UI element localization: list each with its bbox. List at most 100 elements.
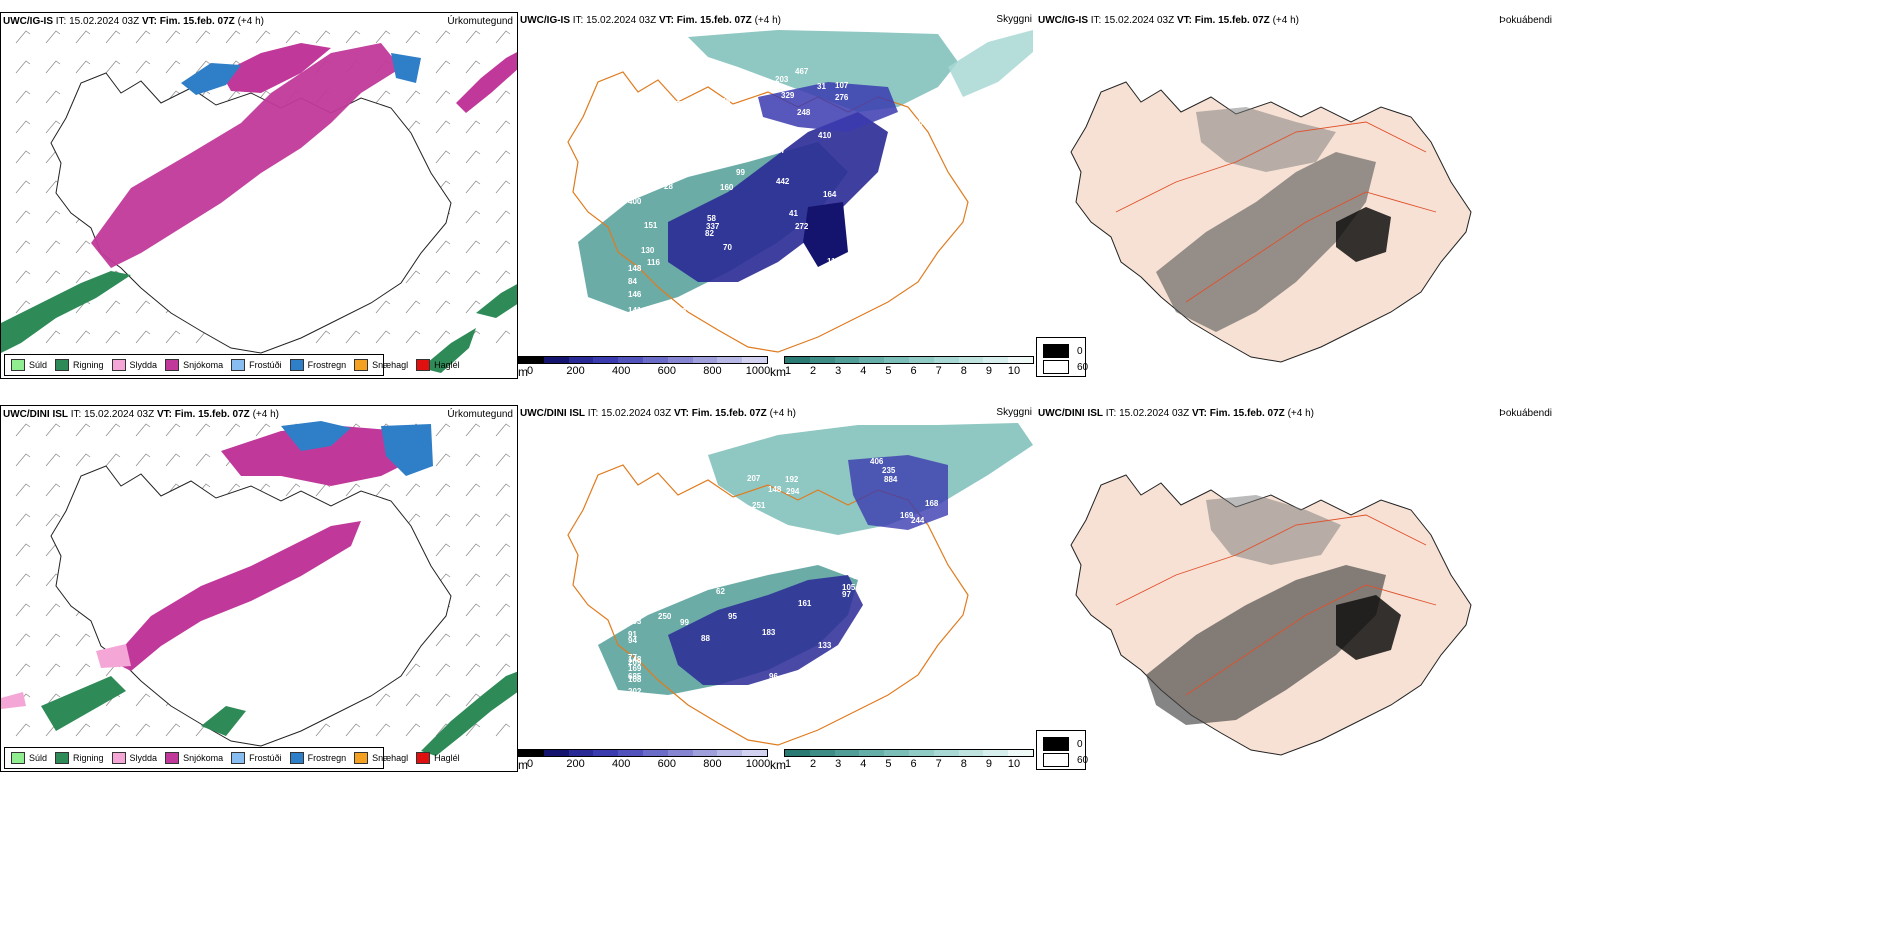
- freezing-rain-area-2: [381, 424, 433, 476]
- wind-barb: [75, 633, 91, 647]
- valid-time: Fim. 15.feb. 07Z: [159, 16, 235, 27]
- cloud-base-label: 76: [862, 651, 871, 660]
- wind-barb: [45, 30, 61, 44]
- wind-barb: [75, 240, 91, 254]
- colorbar-tick-label: 200: [566, 365, 585, 377]
- wind-barb: [45, 663, 61, 677]
- wind-barb: [495, 240, 511, 254]
- cloud-base-label: 287: [914, 118, 928, 127]
- cloud-base-label: 504: [628, 179, 642, 188]
- cloud-base-label: 242: [685, 495, 699, 504]
- colorbar-segment: [785, 357, 810, 363]
- cloud-base-label: 276: [835, 93, 849, 102]
- cloud-base-label: 193: [847, 259, 861, 268]
- cloud-base-label: 79: [790, 538, 799, 547]
- wind-barb: [225, 30, 241, 44]
- cloud-base-label: 95: [728, 612, 737, 621]
- wind-barb: [315, 723, 331, 737]
- wind-barb: [15, 150, 31, 164]
- cloud-base-label: 160: [720, 183, 734, 192]
- cloud-base-label: 400: [628, 197, 642, 206]
- colorbar-tick-label: 8: [960, 758, 967, 770]
- visibility-area-ne: [948, 30, 1033, 97]
- cloud-base-label: 244: [911, 516, 925, 525]
- wind-barb: [15, 543, 31, 557]
- cloud-base-label: 168: [807, 303, 821, 312]
- cloud-base-label: 264: [868, 579, 882, 588]
- colorbar-segment: [593, 750, 619, 756]
- colorbar-segment: [834, 357, 860, 363]
- cloud-base-label: 442: [776, 177, 790, 186]
- wind-barb: [165, 60, 181, 74]
- cloud-base-area-3: [803, 202, 848, 267]
- colorbar-segment: [958, 357, 984, 363]
- wind-barb: [495, 270, 511, 284]
- legend-item: Frostregn: [289, 359, 346, 371]
- wind-barb: [495, 30, 511, 44]
- precip-snow-area: [111, 521, 361, 671]
- cloud-base-label: 130: [641, 246, 655, 255]
- wind-barb: [225, 483, 241, 497]
- rain-area-sw: [1, 271, 131, 353]
- colorbar-tick-label: 10: [1007, 365, 1021, 377]
- colorbar-tick-label: 2: [810, 365, 817, 377]
- fog-legend-row: 0: [1043, 737, 1083, 751]
- wind-barb: [285, 483, 301, 497]
- wind-barb: [375, 723, 391, 737]
- colorbar-tick-label: 600: [657, 758, 676, 770]
- wind-barb: [255, 30, 271, 44]
- sleet-area: [96, 644, 131, 668]
- wind-barb: [495, 543, 511, 557]
- cloud-base-label: 164: [823, 190, 837, 199]
- wind-barb: [465, 210, 481, 224]
- wind-barb: [315, 330, 331, 344]
- colorbar-segment: [809, 357, 835, 363]
- cloud-base-label: 163: [913, 132, 927, 141]
- cloud-base-label: 192: [874, 204, 888, 213]
- wind-barb: [345, 30, 361, 44]
- wind-barb: [165, 453, 181, 467]
- wind-barb: [375, 30, 391, 44]
- cloud-base-label: 84: [628, 277, 637, 286]
- colorbar-strip: [518, 356, 768, 364]
- legend-item: Frostregn: [289, 752, 346, 764]
- valid-time: Fim. 15.feb. 07Z: [174, 409, 250, 420]
- cloud-base-label: 99: [736, 168, 745, 177]
- wind-barb: [105, 453, 121, 467]
- fog-legend-label: 0: [1077, 345, 1083, 357]
- precip-panel-2: UWC/DINI ISL IT: 15.02.2024 03Z VT: Fim.…: [0, 405, 518, 772]
- wind-barb: [15, 30, 31, 44]
- cloud-base-label: 193: [628, 617, 642, 626]
- cloud-base-label: 299: [628, 182, 642, 191]
- it-label: IT:: [1105, 408, 1117, 419]
- it-label: IT:: [587, 408, 599, 419]
- legend-swatch: [416, 359, 431, 371]
- precip-legend: Súld Rigning Slydda Snjókoma Frostúði Fr…: [4, 354, 460, 376]
- colorbar-unit: m: [518, 365, 528, 379]
- legend-item: Snæhagl: [354, 752, 408, 764]
- cloud-base-label: 467: [795, 67, 809, 76]
- panel-header: UWC/DINI ISL IT: 15.02.2024 03Z VT: Fim.…: [3, 409, 279, 420]
- vt-label: VT:: [1191, 408, 1207, 419]
- panel-header: UWC/IG-IS IT: 15.02.2024 03Z VT: Fim. 15…: [1038, 15, 1299, 26]
- colorbar-tick-label: 5: [885, 758, 892, 770]
- wind-barb: [405, 120, 421, 134]
- wind-barb: [45, 60, 61, 74]
- wind-barb: [465, 723, 481, 737]
- cloud-base-label: 146: [628, 290, 642, 299]
- colorbar-tick-label: 400: [612, 758, 631, 770]
- legend-swatch: [55, 359, 70, 371]
- model-name: UWC/DINI ISL: [1038, 408, 1103, 419]
- model-name: UWC/IG-IS: [520, 15, 570, 26]
- legend-item: Rigning: [55, 359, 104, 371]
- wind-barb: [435, 453, 451, 467]
- model-name: UWC/DINI ISL: [520, 408, 585, 419]
- cloud-base-label: 169: [628, 664, 642, 673]
- wind-barb: [15, 483, 31, 497]
- legend-swatch: [55, 752, 70, 764]
- wind-barb: [195, 423, 211, 437]
- cloud-base-label: 445: [704, 157, 718, 166]
- it-label: IT:: [70, 409, 82, 420]
- wind-barb: [405, 300, 421, 314]
- cloud-base-label: 144: [782, 684, 796, 693]
